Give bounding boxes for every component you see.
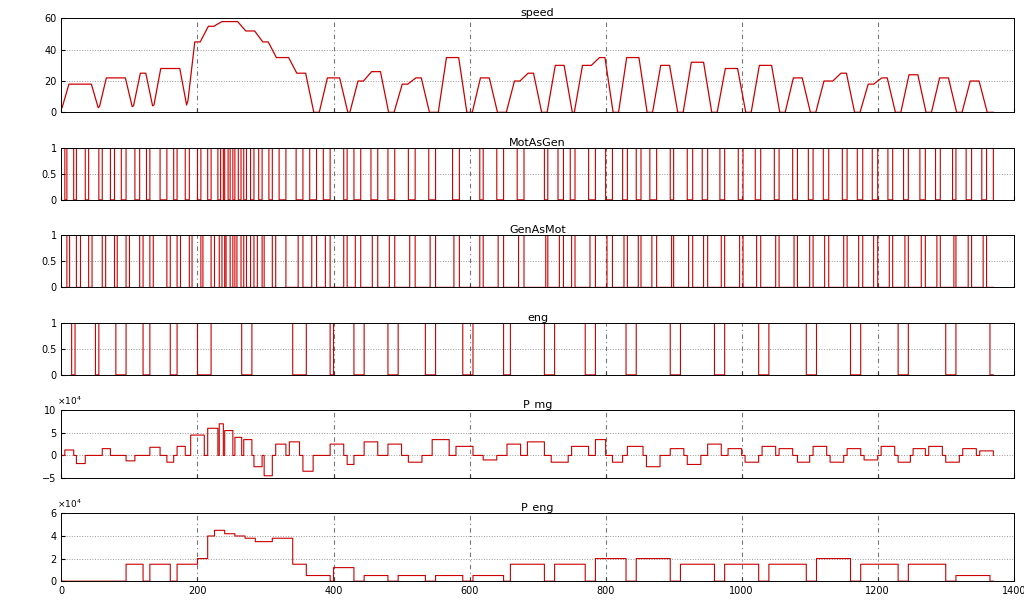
- Title: speed: speed: [521, 9, 554, 18]
- Text: $\times10^4$: $\times10^4$: [56, 394, 81, 407]
- Title: P_eng: P_eng: [521, 502, 554, 514]
- Title: eng: eng: [527, 312, 548, 323]
- Text: $\times10^4$: $\times10^4$: [56, 498, 81, 510]
- Title: GenAsMot: GenAsMot: [509, 225, 566, 235]
- Title: P_mg: P_mg: [522, 399, 553, 410]
- Title: MotAsGen: MotAsGen: [509, 138, 566, 148]
